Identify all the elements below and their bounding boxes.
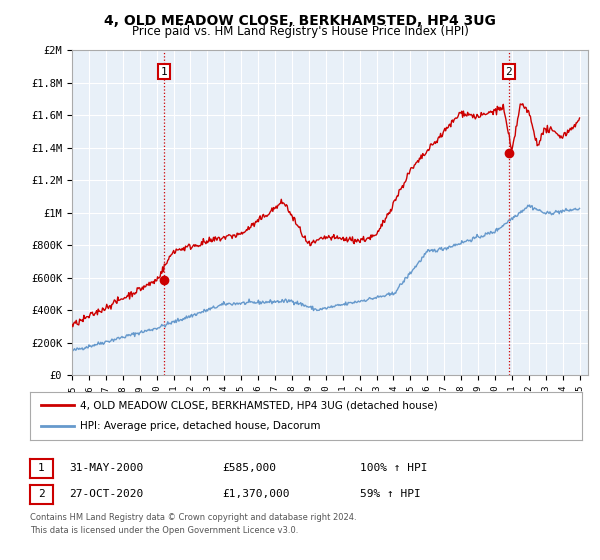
Text: 31-MAY-2000: 31-MAY-2000 [69,463,143,473]
Text: 1: 1 [38,463,45,473]
Text: Price paid vs. HM Land Registry's House Price Index (HPI): Price paid vs. HM Land Registry's House … [131,25,469,38]
Text: 59% ↑ HPI: 59% ↑ HPI [360,489,421,499]
Text: 4, OLD MEADOW CLOSE, BERKHAMSTED, HP4 3UG (detached house): 4, OLD MEADOW CLOSE, BERKHAMSTED, HP4 3U… [80,400,437,410]
Text: This data is licensed under the Open Government Licence v3.0.: This data is licensed under the Open Gov… [30,526,298,535]
Text: £585,000: £585,000 [222,463,276,473]
Text: 2: 2 [38,489,45,500]
Text: 2: 2 [506,67,512,77]
Text: £1,370,000: £1,370,000 [222,489,290,499]
Text: 1: 1 [160,67,167,77]
Text: Contains HM Land Registry data © Crown copyright and database right 2024.: Contains HM Land Registry data © Crown c… [30,513,356,522]
Text: 4, OLD MEADOW CLOSE, BERKHAMSTED, HP4 3UG: 4, OLD MEADOW CLOSE, BERKHAMSTED, HP4 3U… [104,14,496,28]
Text: 27-OCT-2020: 27-OCT-2020 [69,489,143,499]
Text: HPI: Average price, detached house, Dacorum: HPI: Average price, detached house, Daco… [80,421,320,431]
Text: 100% ↑ HPI: 100% ↑ HPI [360,463,427,473]
